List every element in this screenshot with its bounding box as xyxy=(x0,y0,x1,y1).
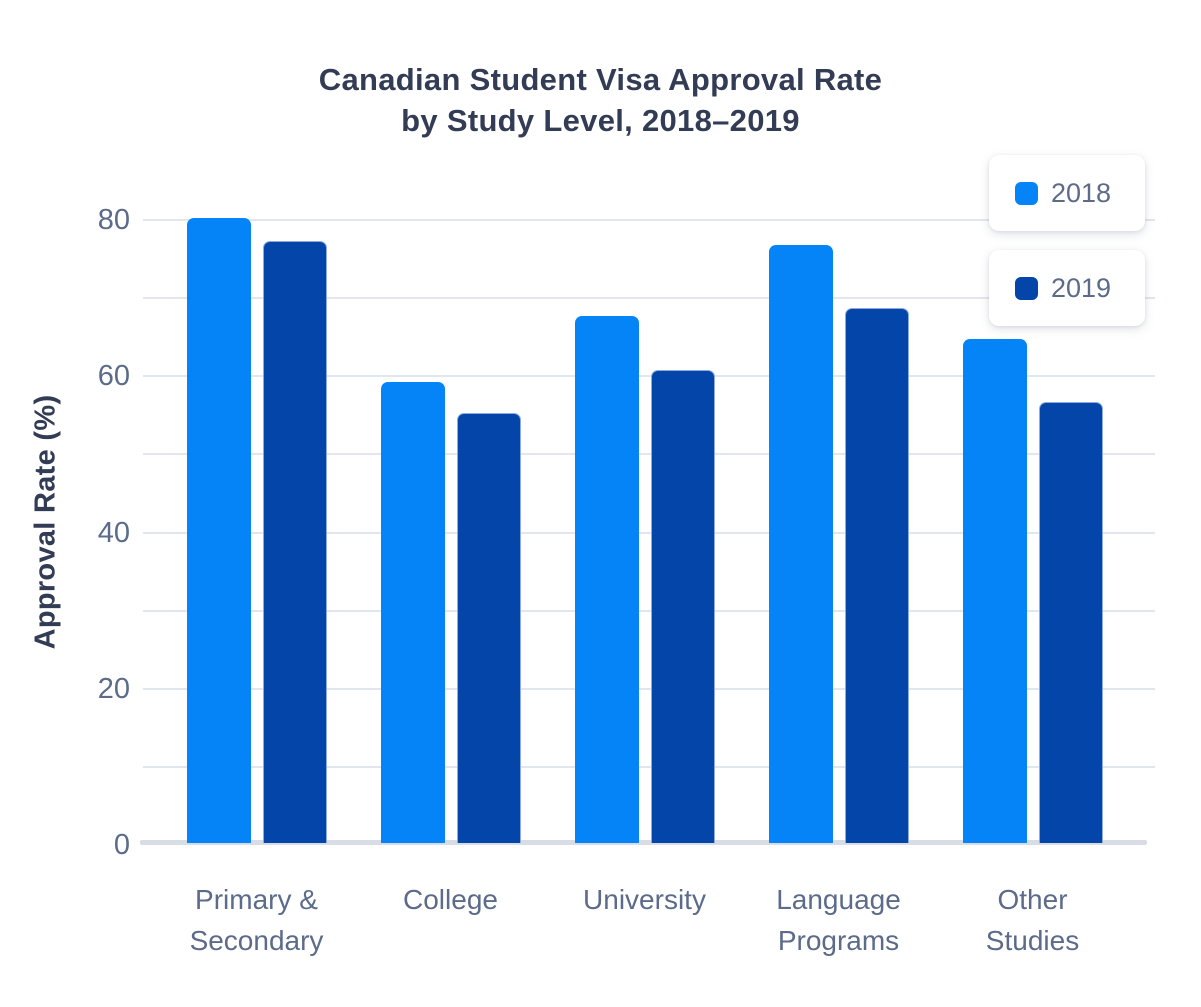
bar-2019-language-programs[interactable] xyxy=(844,307,909,843)
bar-2018-other-studies[interactable] xyxy=(962,339,1027,843)
bar-2018-primary-secondary[interactable] xyxy=(186,218,251,843)
bar-2019-primary-secondary[interactable] xyxy=(262,241,327,843)
plot-area xyxy=(140,160,1155,845)
gridline-80 xyxy=(143,219,1155,221)
y-tick-label-0: 0 xyxy=(113,829,130,861)
x-category-label-primary-secondary: Primary & Secondary xyxy=(189,884,324,956)
gridline-10 xyxy=(143,765,1155,768)
bar-2018-language-programs[interactable] xyxy=(768,245,833,843)
gridline-40 xyxy=(143,531,1155,534)
x-category-label-university: University xyxy=(583,884,706,915)
bar-2018-university[interactable] xyxy=(574,315,639,843)
y-tick-label-80: 80 xyxy=(97,204,130,236)
y-tick-label-40: 40 xyxy=(97,516,130,549)
gridline-30 xyxy=(143,609,1155,612)
legend-label: 2019 xyxy=(1051,272,1112,303)
bar-2019-university[interactable] xyxy=(650,370,715,843)
y-tick-label-60: 60 xyxy=(97,360,130,393)
legend-swatch-2018 xyxy=(1015,181,1038,205)
y-tick-label-20: 20 xyxy=(97,672,130,705)
legend-swatch-2019 xyxy=(1015,276,1038,300)
legend-label: 2018 xyxy=(1051,177,1112,208)
legend-item-2019[interactable]: 2019 xyxy=(989,250,1145,326)
gridline-50 xyxy=(143,453,1155,456)
x-category-label-language-programs: Language Programs xyxy=(776,884,901,956)
gridline-70 xyxy=(143,297,1155,300)
gridline-60 xyxy=(143,375,1155,378)
bar-2019-college[interactable] xyxy=(456,413,521,843)
x-category-label-college: College xyxy=(403,884,498,915)
legend-item-2018[interactable]: 2018 xyxy=(989,155,1145,231)
x-category-label-other-studies: Other Studies xyxy=(985,884,1080,956)
bar-2019-other-studies[interactable] xyxy=(1038,401,1103,843)
gridline-20 xyxy=(143,687,1155,690)
bar-2018-college[interactable] xyxy=(380,382,445,843)
chart-title: Canadian Student Visa Approval Rate by S… xyxy=(318,62,883,138)
x-axis-line xyxy=(140,840,1147,845)
